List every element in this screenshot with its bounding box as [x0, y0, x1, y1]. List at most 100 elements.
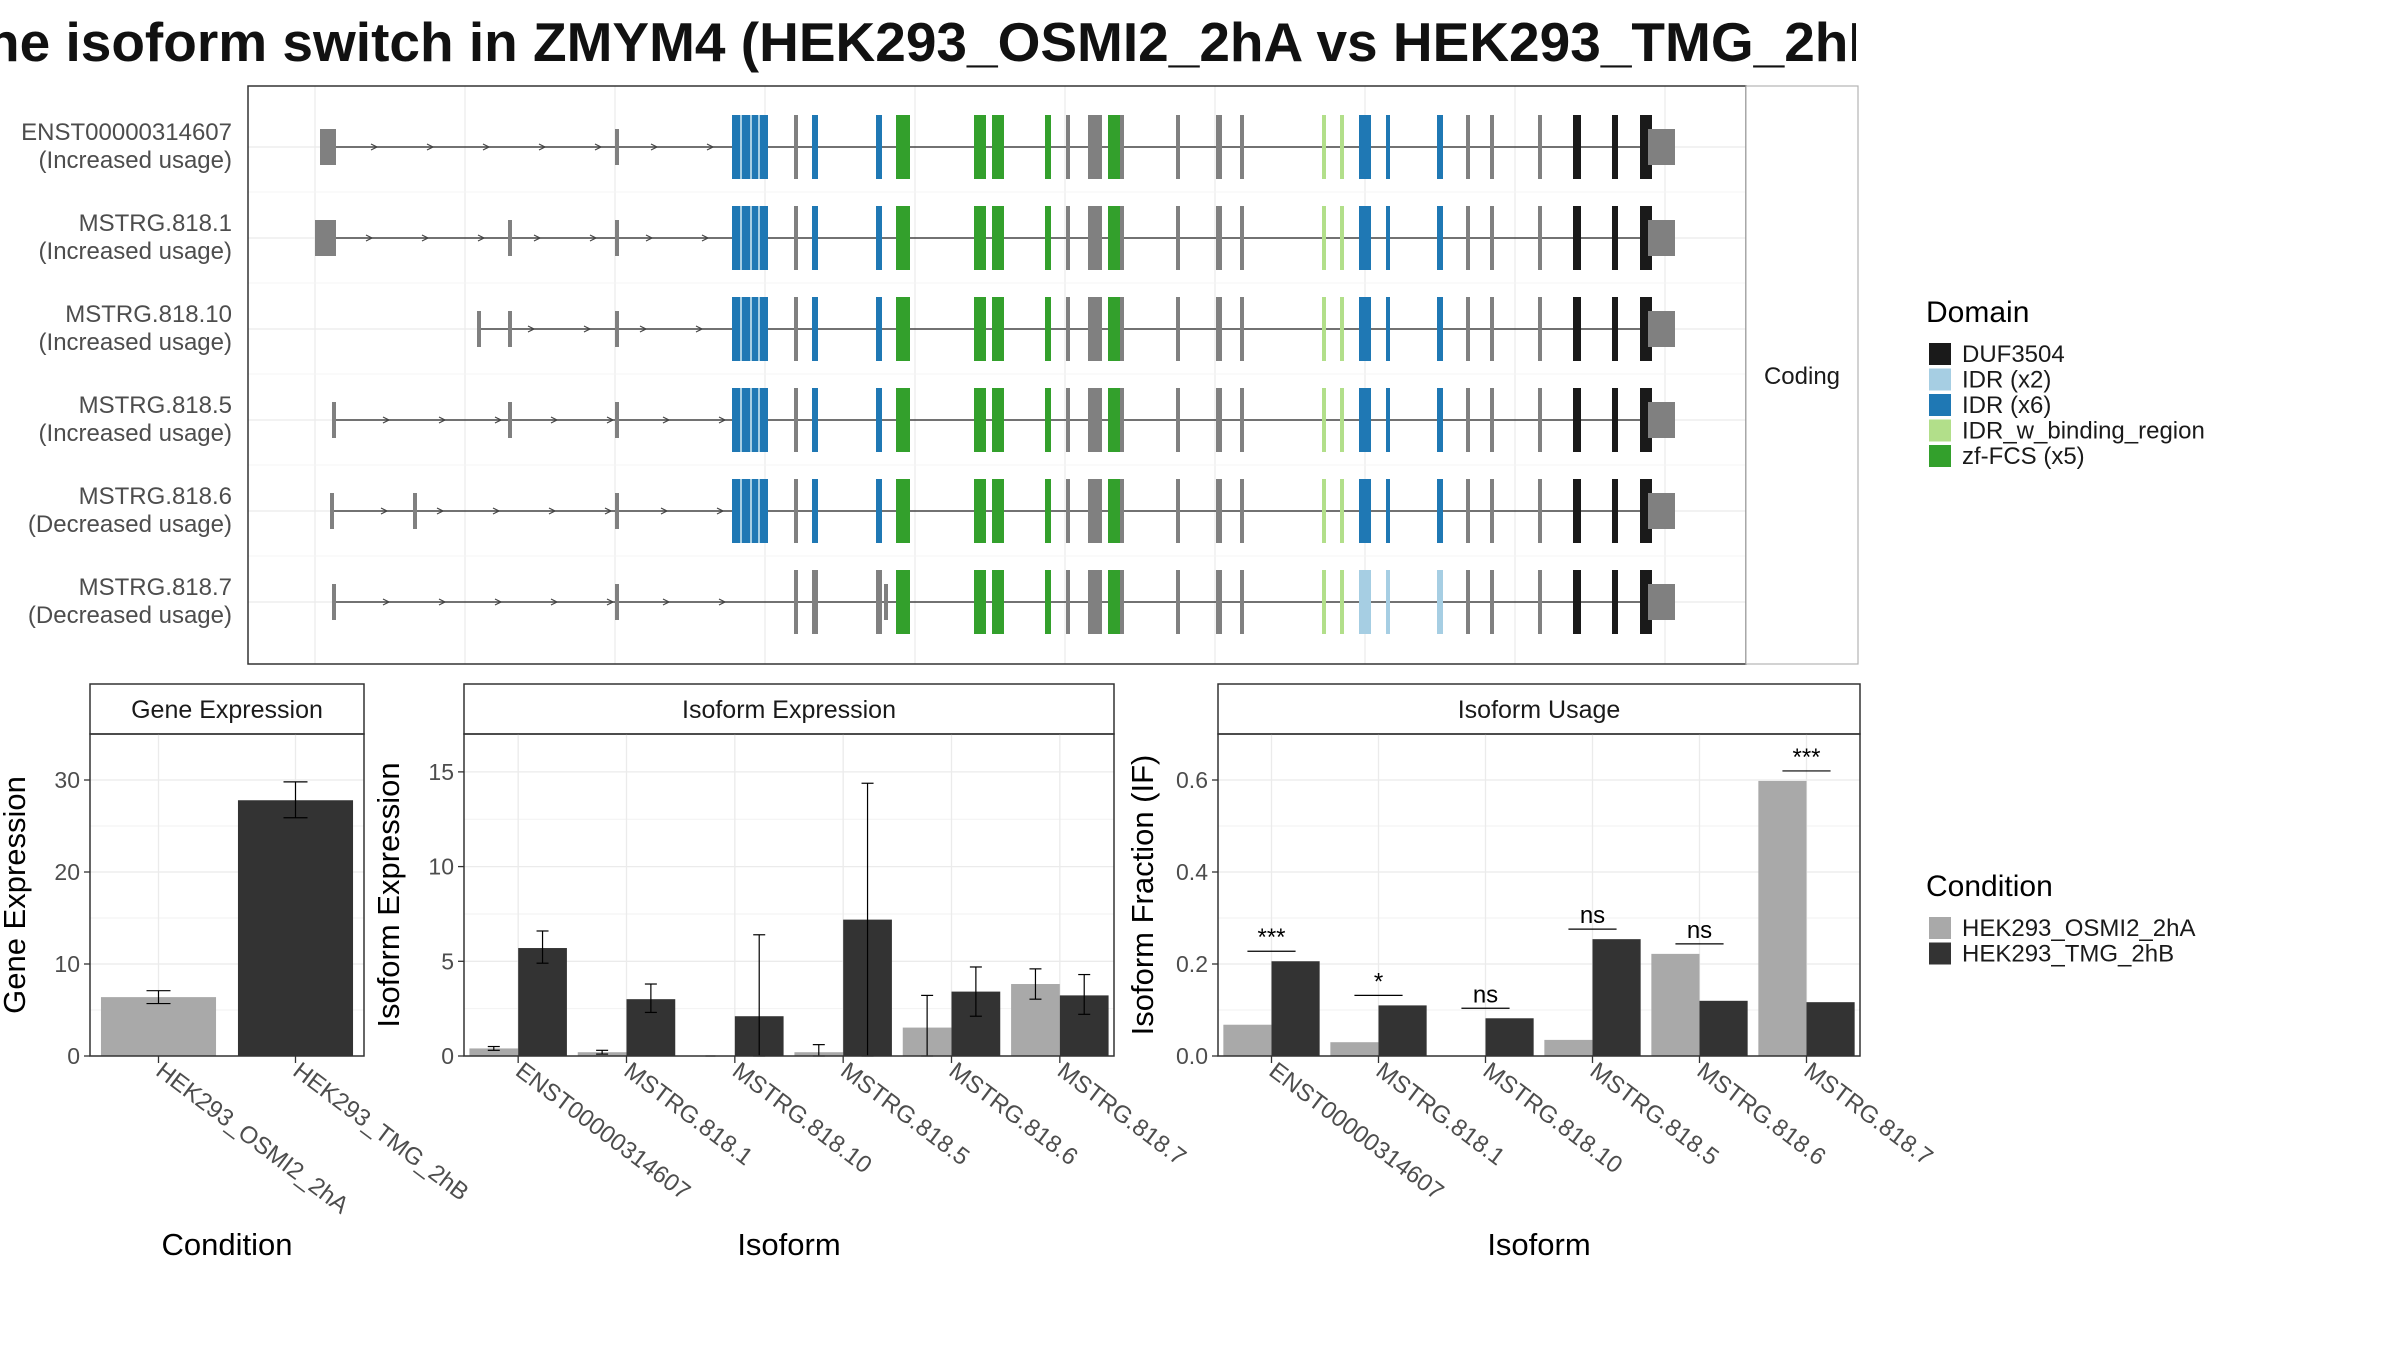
exon-cds [1340, 570, 1344, 634]
domain-legend-label: DUF3504 [1962, 341, 2065, 368]
exon-cds [1240, 570, 1244, 634]
exon-cds [1359, 206, 1371, 270]
exon-cds [1466, 570, 1470, 634]
domain-legend-swatch [1929, 394, 1951, 416]
exon-cds [1359, 570, 1371, 634]
exon-cds [1066, 479, 1070, 543]
strand-arrow [606, 598, 615, 606]
exon-cds [812, 206, 818, 270]
exon-cds [974, 297, 986, 361]
condition-legend-label: HEK293_OSMI2_2hA [1962, 915, 2195, 942]
exon [615, 129, 619, 165]
x-axis-title: Isoform [737, 1227, 840, 1262]
exon-cds [992, 388, 1004, 452]
exon [330, 493, 334, 529]
domain-legend-swatch [1929, 343, 1951, 365]
exon-cds [1216, 297, 1222, 361]
exon-separator [750, 388, 752, 452]
y-tick-label: 0 [441, 1043, 454, 1069]
significance-label: ns [1473, 981, 1498, 1008]
exon-cds [1216, 479, 1222, 543]
strand-arrow [527, 325, 536, 333]
strand-arrow [382, 416, 391, 424]
x-axis-title: Condition [162, 1227, 293, 1262]
exon-cds [896, 388, 910, 452]
exon-cds [1066, 388, 1070, 452]
exon-separator [740, 297, 742, 361]
facet-strip-label: Isoform Usage [1458, 696, 1621, 724]
exon-cds [1045, 479, 1051, 543]
significance-label: ns [1687, 917, 1712, 944]
transcript-label-id: MSTRG.818.6 [79, 483, 232, 510]
exon-cds [1386, 570, 1390, 634]
y-tick-label: 5 [441, 948, 454, 974]
exon-cds [812, 115, 818, 179]
exon-cds [876, 479, 882, 543]
bar [100, 997, 217, 1056]
exon-cds [1216, 570, 1222, 634]
exon-cds [1612, 570, 1618, 634]
exon-cds [974, 570, 986, 634]
plot-border [1217, 733, 1861, 1057]
exon-cds [1176, 570, 1180, 634]
exon-cds [794, 388, 798, 452]
strand-arrow [645, 234, 654, 242]
exon-cds [876, 388, 882, 452]
y-tick-label: 15 [428, 759, 454, 785]
strand-arrow [594, 143, 603, 151]
exon-utr [1648, 220, 1675, 256]
facet-strip [1217, 683, 1861, 735]
exon-cds [876, 206, 882, 270]
strand-arrow [606, 416, 615, 424]
domain-legend-swatch [1929, 419, 1951, 442]
exon-cds [1240, 115, 1244, 179]
exon-utr [1648, 402, 1675, 438]
y-tick-label: 20 [54, 859, 80, 885]
significance-label: *** [1257, 924, 1285, 951]
exon-cds [1386, 479, 1390, 543]
transcript-label-id: MSTRG.818.7 [79, 574, 232, 601]
exon-cds [1176, 388, 1180, 452]
transcript-track [320, 115, 1675, 179]
exon-cds [1612, 479, 1618, 543]
exon-cds [1340, 388, 1344, 452]
exon-separator [750, 297, 752, 361]
exon-cds [1573, 115, 1581, 179]
exon-separator [758, 297, 760, 361]
y-tick-label: 30 [54, 767, 80, 793]
exon-cds [794, 570, 798, 634]
strand-arrow [380, 507, 389, 515]
exon [508, 402, 512, 438]
exon-cds [1466, 297, 1470, 361]
strand-arrow [718, 598, 727, 606]
exon-cds [1340, 206, 1344, 270]
exon-cds [812, 297, 818, 361]
exon [508, 220, 512, 256]
condition-legend-swatch [1929, 917, 1951, 939]
x-axis-title: Isoform [1487, 1227, 1590, 1262]
exon-cds [1108, 115, 1120, 179]
exon-cds [1386, 388, 1390, 452]
exon-cds [1437, 206, 1443, 270]
exon-cds [974, 388, 986, 452]
exon-cds [1573, 570, 1581, 634]
strand-arrow [370, 143, 379, 151]
transcript-track [332, 570, 1675, 634]
bar [1544, 1039, 1593, 1056]
transcript-label-usage: (Increased usage) [39, 329, 232, 356]
exon-cds [1538, 570, 1542, 634]
exon-cds [1612, 388, 1618, 452]
bar [237, 800, 354, 1056]
exon-cds [1466, 206, 1470, 270]
exon-cds [1240, 479, 1244, 543]
bar [1330, 1042, 1379, 1056]
exon-cds [1359, 297, 1371, 361]
transcript-track [330, 479, 1675, 543]
exon-cds [1490, 388, 1494, 452]
strand-arrow [438, 598, 447, 606]
bar [1758, 780, 1807, 1056]
exon-cds [1340, 115, 1344, 179]
exon-cds [1612, 206, 1618, 270]
